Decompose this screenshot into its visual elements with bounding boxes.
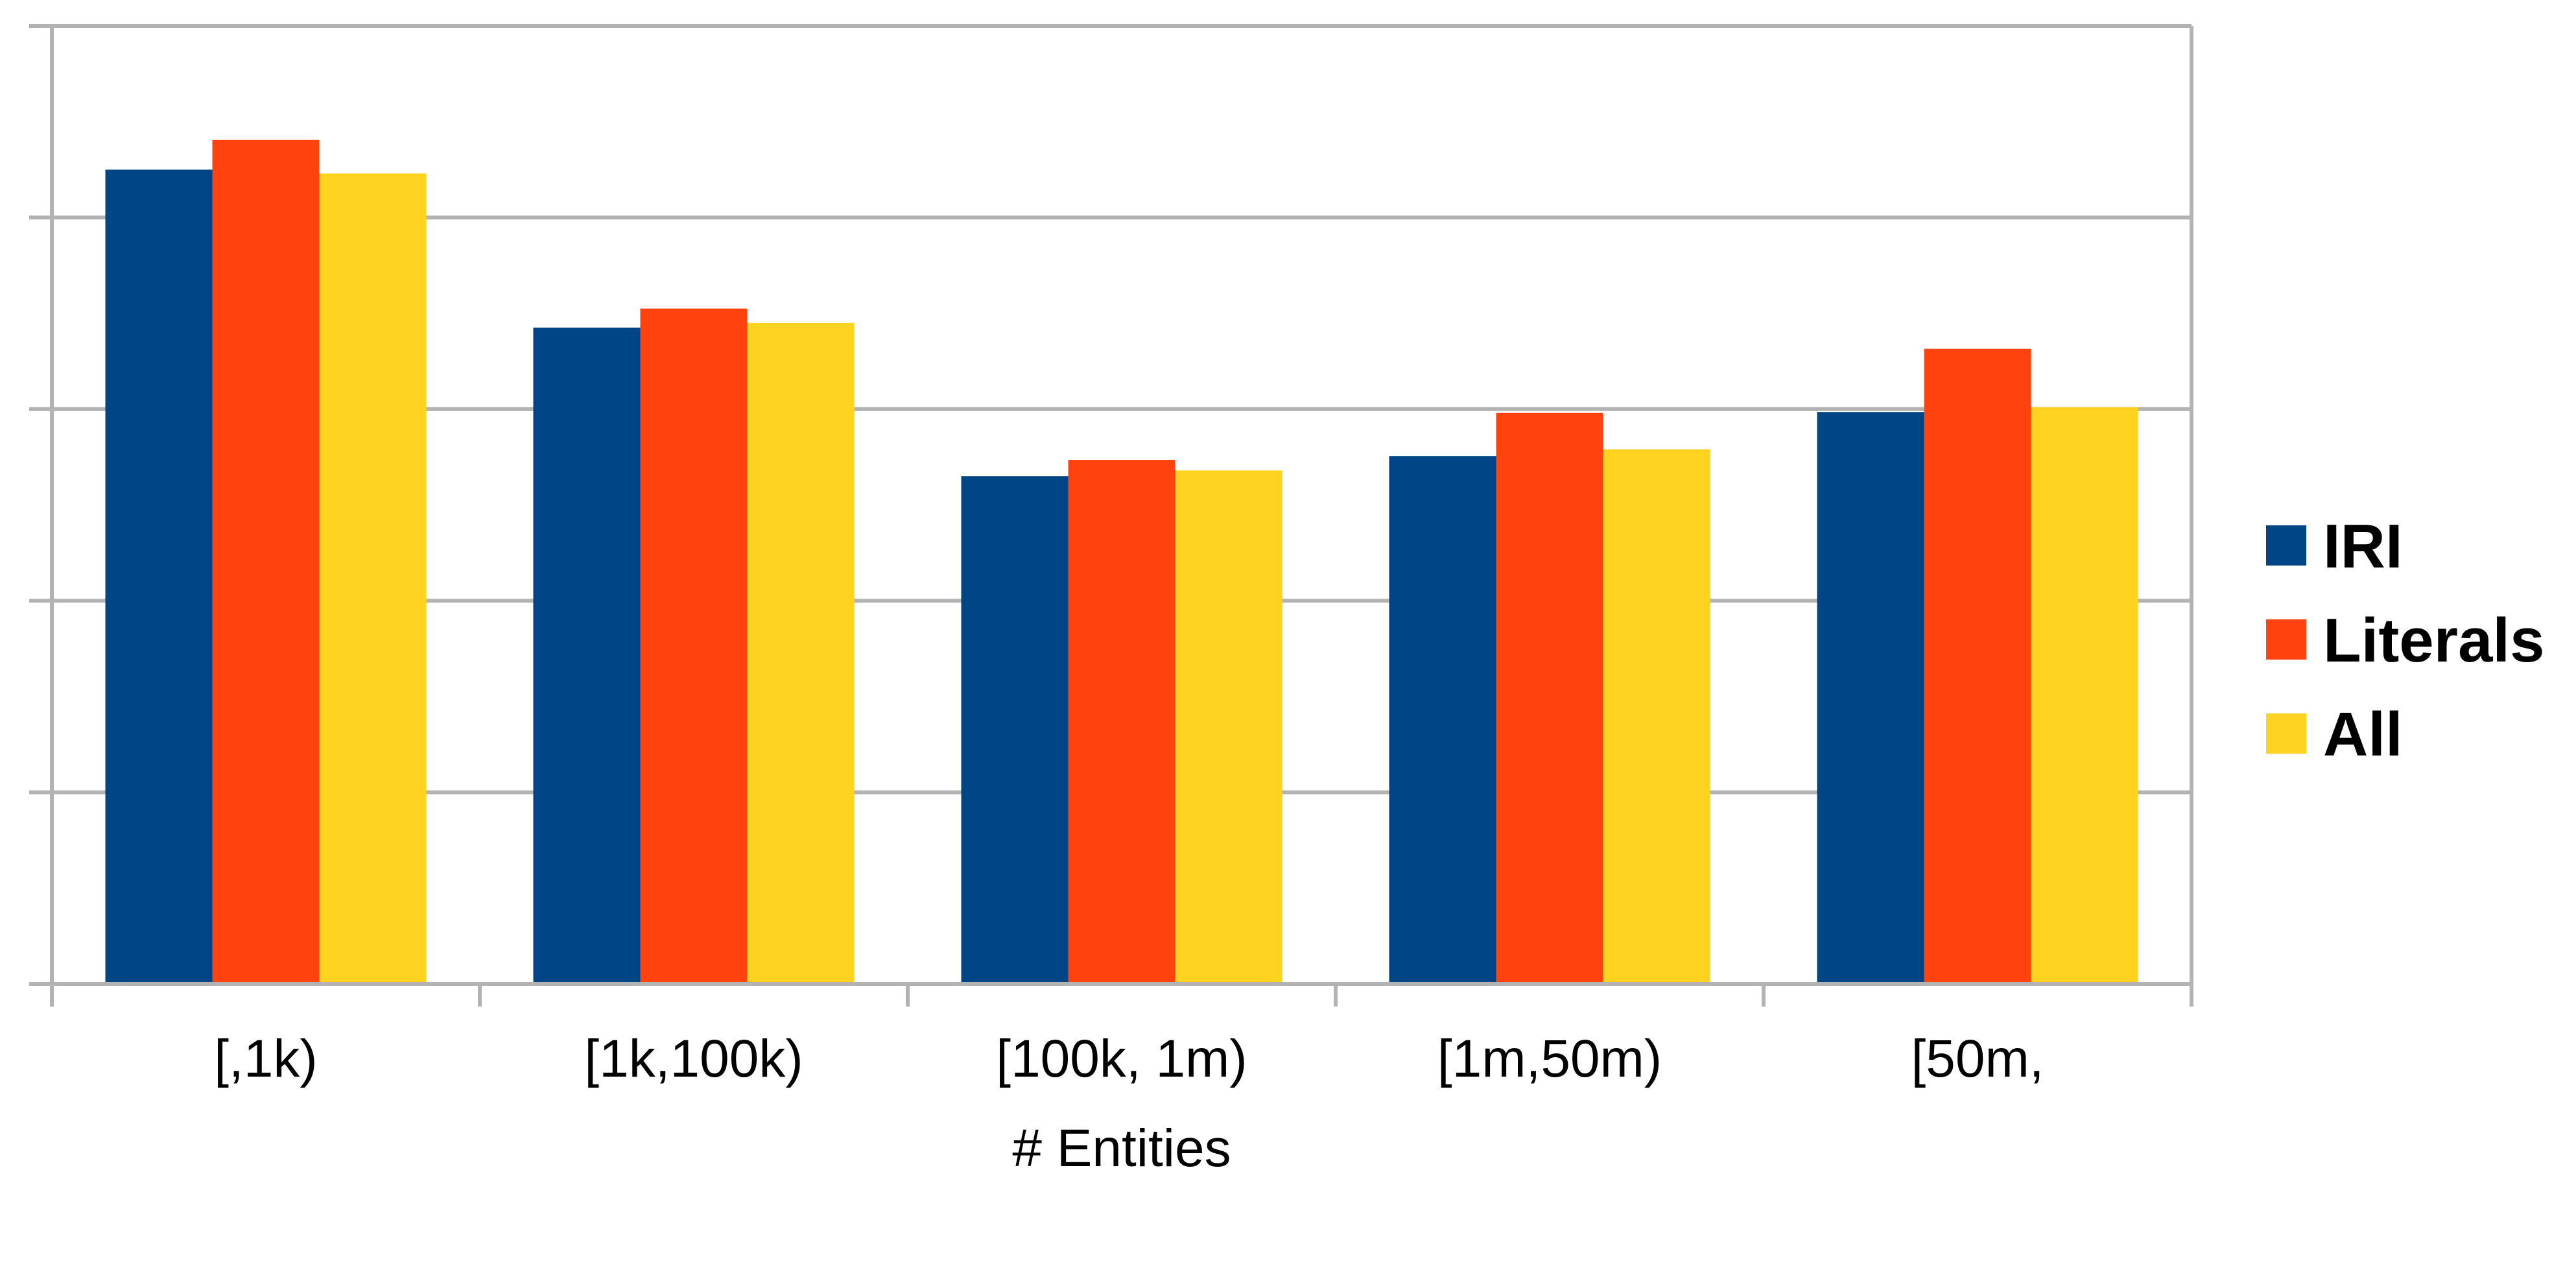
bars [105, 139, 2138, 985]
bar-literals-0 [212, 139, 320, 985]
legend-label-iri: IRI [2323, 512, 2403, 581]
x-tick-label-2: [100k, 1m) [996, 1029, 1247, 1088]
bar-iri-2 [961, 476, 1069, 984]
x-tick-label-1: [1k,100k) [584, 1029, 803, 1088]
legend-swatch-literals [2266, 619, 2306, 660]
bar-literals-4 [1924, 348, 2031, 984]
bar-literals-2 [1068, 460, 1176, 984]
bar-literals-1 [640, 308, 748, 985]
x-axis-title: # Entities [1012, 1119, 1231, 1178]
legend-label-literals: Literals [2323, 606, 2544, 675]
bar-all-3 [1603, 449, 1710, 984]
legend: IRI Literals All [2266, 512, 2544, 769]
axes [29, 26, 2193, 1007]
bar-iri-4 [1817, 412, 1924, 984]
x-tick-label-3: [1m,50m) [1437, 1029, 1662, 1088]
x-tick-label-4: [50m, [1911, 1029, 2044, 1088]
bar-all-2 [1175, 470, 1282, 984]
bar-all-4 [2031, 407, 2138, 984]
legend-swatch-all [2266, 713, 2306, 754]
x-tick-label-0: [,1k) [214, 1029, 317, 1088]
bar-iri-0 [105, 169, 213, 984]
bar-all-1 [747, 322, 855, 984]
bar-iri-3 [1389, 456, 1496, 984]
legend-swatch-iri [2266, 525, 2306, 566]
bar-iri-1 [533, 328, 641, 984]
bar-literals-3 [1496, 412, 1603, 984]
legend-label-all: All [2323, 700, 2403, 769]
x-tick-labels: [,1k) [1k,100k) [100k, 1m) [1m,50m) [50m, [214, 1029, 2044, 1088]
bar-all-0 [319, 173, 427, 984]
